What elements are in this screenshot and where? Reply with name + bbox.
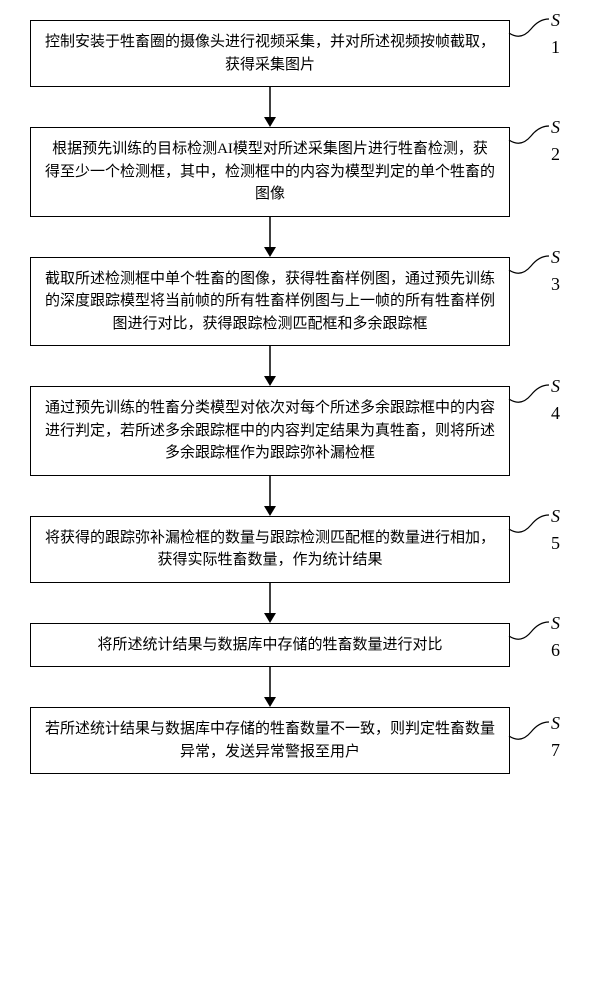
- step-box-s4: 通过预先训练的牲畜分类模型对依次对每个所述多余跟踪框中的内容进行判定，若所述多余…: [30, 386, 510, 476]
- flow-arrow: [30, 667, 510, 707]
- label-connector: S6: [509, 618, 559, 666]
- step-label: S3: [551, 244, 560, 298]
- flow-arrow: [30, 346, 510, 386]
- label-connector: S1: [509, 15, 559, 63]
- step-label: S5: [551, 503, 560, 557]
- label-connector: S4: [509, 381, 559, 429]
- flow-arrow: [30, 476, 510, 516]
- step-text: 将获得的跟踪弥补漏检框的数量与跟踪检测匹配框的数量进行相加，获得实际牲畜数量，作…: [45, 527, 495, 572]
- step-label: S2: [551, 114, 560, 168]
- step-text: 通过预先训练的牲畜分类模型对依次对每个所述多余跟踪框中的内容进行判定，若所述多余…: [45, 397, 495, 465]
- step-label: S7: [551, 710, 560, 764]
- step-box-s1: 控制安装于牲畜圈的摄像头进行视频采集，并对所述视频按帧截取，获得采集图片 S1: [30, 20, 510, 87]
- step-label: S1: [551, 7, 560, 61]
- label-connector: S2: [509, 122, 559, 170]
- label-connector: S3: [509, 252, 559, 300]
- step-label: S4: [551, 373, 560, 427]
- step-label: S6: [551, 610, 560, 664]
- step-box-s3: 截取所述检测框中单个牲畜的图像，获得牲畜样例图，通过预先训练的深度跟踪模型将当前…: [30, 257, 510, 347]
- flowchart-container: 控制安装于牲畜圈的摄像头进行视频采集，并对所述视频按帧截取，获得采集图片 S1 …: [0, 0, 600, 1000]
- label-connector: S7: [509, 718, 559, 766]
- step-box-s5: 将获得的跟踪弥补漏检框的数量与跟踪检测匹配框的数量进行相加，获得实际牲畜数量，作…: [30, 516, 510, 583]
- flow-arrow: [30, 583, 510, 623]
- step-box-s2: 根据预先训练的目标检测AI模型对所述采集图片进行牲畜检测，获得至少一个检测框，其…: [30, 127, 510, 217]
- step-text: 根据预先训练的目标检测AI模型对所述采集图片进行牲畜检测，获得至少一个检测框，其…: [45, 138, 495, 206]
- flow-arrow: [30, 87, 510, 127]
- step-text: 将所述统计结果与数据库中存储的牲畜数量进行对比: [97, 634, 442, 657]
- step-box-s7: 若所述统计结果与数据库中存储的牲畜数量不一致，则判定牲畜数量异常，发送异常警报至…: [30, 707, 510, 774]
- step-text: 控制安装于牲畜圈的摄像头进行视频采集，并对所述视频按帧截取，获得采集图片: [45, 31, 495, 76]
- flow-arrow: [30, 217, 510, 257]
- step-text: 若所述统计结果与数据库中存储的牲畜数量不一致，则判定牲畜数量异常，发送异常警报至…: [45, 718, 495, 763]
- step-text: 截取所述检测框中单个牲畜的图像，获得牲畜样例图，通过预先训练的深度跟踪模型将当前…: [45, 268, 495, 336]
- label-connector: S5: [509, 511, 559, 559]
- step-box-s6: 将所述统计结果与数据库中存储的牲畜数量进行对比 S6: [30, 623, 510, 668]
